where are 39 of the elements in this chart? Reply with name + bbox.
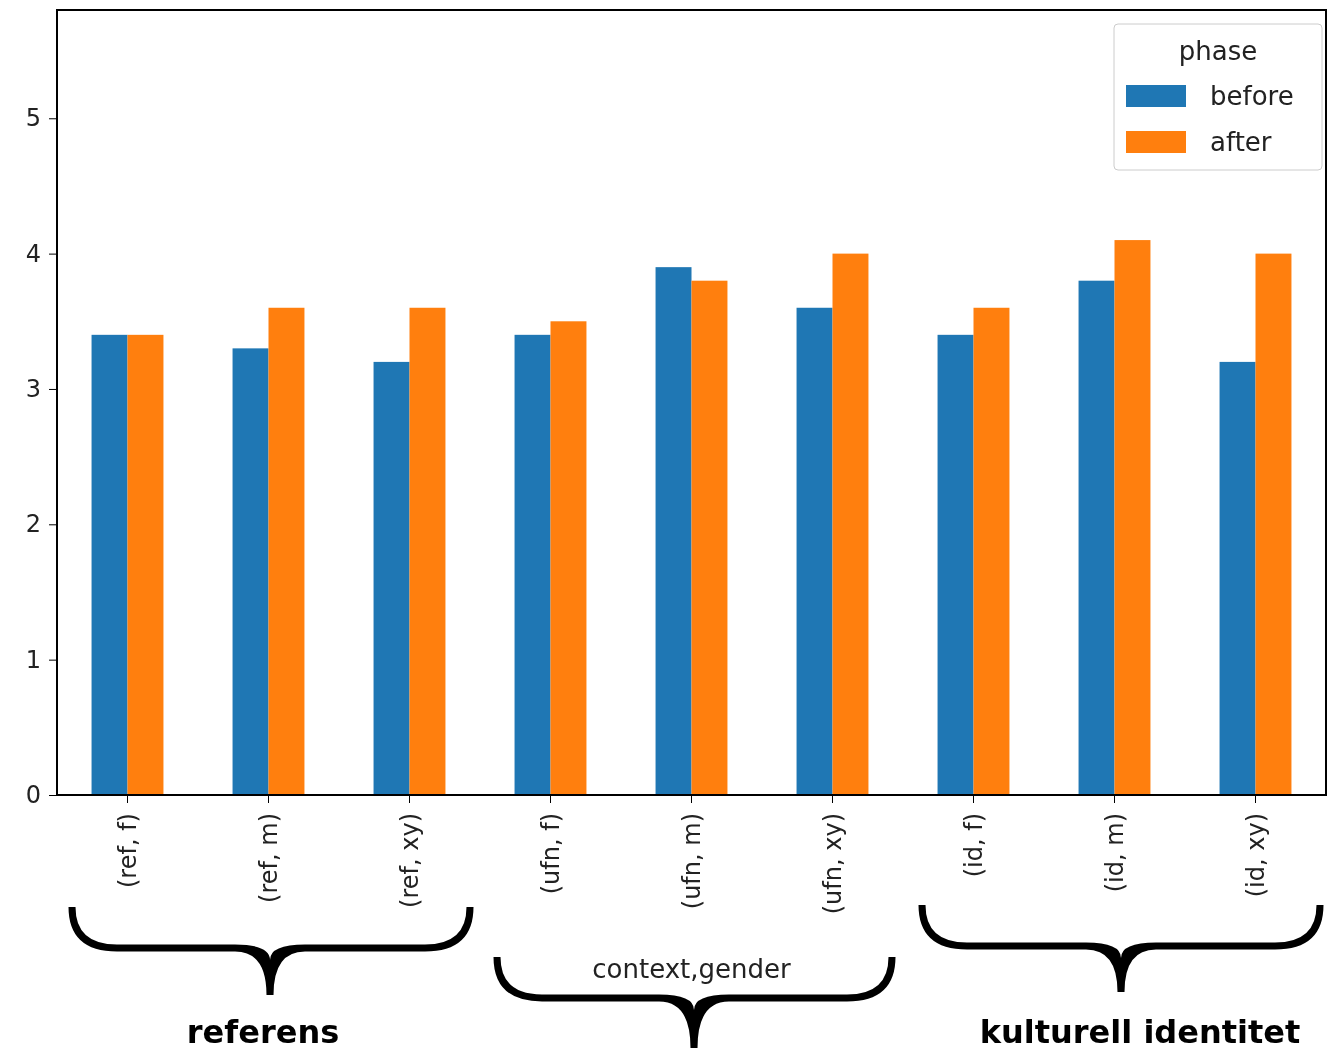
y-tick-label: 3	[25, 375, 41, 404]
x-tick-label: (ref, m)	[254, 813, 283, 903]
x-tick-label: (id, f)	[959, 813, 988, 878]
y-tick-label: 1	[25, 645, 41, 674]
bar	[550, 321, 587, 795]
bar	[1114, 240, 1151, 795]
bar	[796, 307, 833, 795]
legend-title: phase	[1178, 36, 1258, 66]
y-tick-label: 4	[25, 239, 41, 268]
bar	[268, 307, 305, 795]
legend-label: before	[1210, 81, 1294, 112]
x-tick-label: (ufn, xy)	[818, 813, 847, 915]
x-tick-label: (id, m)	[1100, 813, 1129, 893]
legend-label: after	[1210, 127, 1272, 158]
text: referens	[186, 1013, 340, 1051]
x-tick-label: (ufn, m)	[677, 813, 706, 910]
bar	[655, 267, 692, 795]
bar	[514, 334, 551, 795]
bar	[1219, 361, 1256, 795]
x-tick-label: (ref, xy)	[395, 813, 424, 908]
y-tick-label: 0	[25, 781, 41, 810]
bar	[1255, 253, 1292, 795]
bar	[832, 253, 869, 795]
x-tick-label: (id, xy)	[1241, 813, 1270, 898]
text: kulturell identitet	[979, 1013, 1301, 1051]
bar	[373, 361, 410, 795]
x-tick-label: (ref, f)	[113, 813, 142, 888]
x-tick-label: (ufn, f)	[536, 813, 565, 895]
y-tick-label: 2	[25, 510, 41, 539]
x-axis-title: context,gender	[592, 954, 792, 984]
bar	[127, 334, 164, 795]
bar	[691, 280, 728, 795]
bar	[973, 307, 1010, 795]
y-tick-label: 5	[25, 104, 41, 133]
bar	[409, 307, 446, 795]
bar	[1078, 280, 1115, 795]
bar	[91, 334, 128, 795]
bar	[937, 334, 974, 795]
bar	[232, 348, 269, 795]
